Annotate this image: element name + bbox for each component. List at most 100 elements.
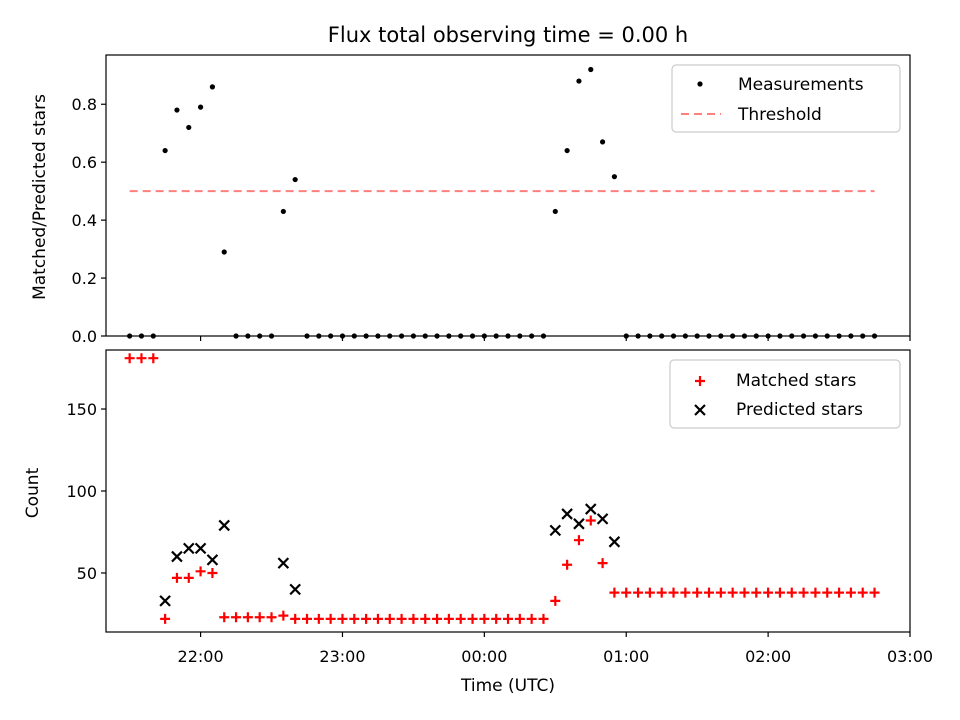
measurement-point (706, 333, 712, 339)
matched-star-point (550, 595, 561, 606)
measurement-point (328, 333, 334, 339)
top-y-tick-label: 0.4 (72, 211, 97, 230)
matched-star-point (479, 613, 490, 624)
matched-star-point (739, 587, 750, 598)
bottom-y-tick-label: 150 (66, 400, 97, 419)
matched-star-point (633, 587, 644, 598)
measurement-point (127, 333, 133, 339)
matched-star-point (443, 613, 454, 624)
matched-star-point (420, 613, 431, 624)
measurement-point (197, 104, 204, 110)
measurement-point (398, 333, 405, 339)
measurement-point (292, 176, 298, 183)
matched-star-point (798, 587, 809, 598)
matched-star-point (715, 587, 726, 598)
measurement-point (422, 333, 428, 339)
matched-star-point (845, 587, 856, 598)
measurement-point (186, 124, 192, 131)
matched-star-point (786, 587, 797, 598)
matched-star-point (514, 613, 525, 624)
matched-star-point (467, 613, 478, 624)
legend-predicted-marker (694, 404, 706, 416)
matched-star-point (656, 587, 667, 598)
count-plot: 50 100 150 22:00 23:00 00:00 01:00 02:00 03:00 Ma… (66, 349, 933, 666)
matched-star-point (526, 613, 537, 624)
measurement-point (753, 333, 759, 339)
predicted-star-point (584, 503, 597, 515)
measurement-point (789, 333, 795, 339)
matched-star-point (432, 613, 443, 624)
measurement-point (162, 147, 168, 154)
ratio-plot: 0.0 0.2 0.4 0.6 0.8 Measurements Threshold (72, 54, 911, 346)
measurement-point (257, 333, 263, 339)
legend-measurements-marker (697, 81, 703, 87)
measurement-point (765, 333, 771, 339)
measurement-point (588, 66, 594, 73)
measurement-point (836, 333, 842, 339)
measurement-point (635, 333, 641, 339)
measurement-point (529, 333, 535, 339)
bottom-y-tick-label: 100 (66, 482, 97, 501)
matched-star-point (290, 613, 301, 624)
predicted-star-point (171, 550, 183, 563)
matched-star-point (585, 515, 596, 526)
measurement-point (552, 208, 558, 215)
predicted-star-point (561, 508, 573, 520)
legend-predicted-label: Predicted stars (736, 400, 863, 420)
measurement-point (339, 333, 346, 339)
bottom-y-tick-label: 50 (77, 564, 97, 583)
matched-star-point (242, 612, 253, 623)
measurement-point (387, 333, 393, 339)
chart-title: Flux total observing time = 0.00 h (328, 23, 688, 47)
measurement-point (564, 147, 570, 154)
top-y-tick-label: 0.2 (72, 269, 97, 288)
matched-star-point (254, 612, 265, 623)
matched-star-point (668, 587, 679, 598)
matched-star-point (491, 613, 502, 624)
matched-star-point (834, 587, 845, 598)
top-legend: Measurements Threshold (671, 64, 901, 133)
matched-star-point (680, 587, 691, 598)
measurement-point (446, 333, 452, 339)
measurement-point (623, 333, 629, 339)
measurement-point (824, 333, 830, 339)
matched-star-point (124, 353, 135, 364)
matched-star-point (644, 587, 655, 598)
matched-star-point (396, 613, 407, 624)
top-y-tick-label: 0.8 (72, 95, 97, 114)
bottom-legend: Matched stars Predicted stars (669, 359, 901, 429)
matched-star-point (136, 353, 147, 364)
measurement-point (458, 333, 464, 339)
bottom-x-tick-label: 22:00 (178, 647, 224, 666)
measurement-point (469, 333, 476, 339)
top-y-tick-label: 0.0 (72, 327, 97, 346)
measurement-point (576, 78, 582, 84)
predicted-star-point (206, 554, 219, 566)
measurement-point (848, 333, 854, 339)
matched-star-point (183, 572, 194, 583)
measurement-point (304, 333, 310, 339)
matched-star-point (727, 587, 738, 598)
measurement-point (812, 333, 819, 339)
predicted-star-point (573, 518, 585, 530)
matched-star-point (160, 613, 171, 624)
matched-star-point (609, 587, 620, 598)
matched-star-point (869, 587, 880, 598)
matched-star-point (408, 613, 419, 624)
measurement-point (268, 333, 275, 339)
predicted-star-point (194, 542, 207, 555)
measurement-point (233, 333, 239, 339)
measurement-point (800, 333, 807, 339)
predicted-star-point (159, 595, 171, 607)
predicted-star-point (289, 583, 301, 596)
matched-star-point (372, 613, 383, 624)
measurement-point (871, 333, 878, 339)
legend-matched-marker (695, 376, 705, 386)
matched-star-point (774, 587, 785, 598)
matched-star-point (810, 587, 821, 598)
matched-star-point (763, 587, 774, 598)
matched-star-point (857, 587, 868, 598)
predicted-star-point (596, 513, 609, 525)
measurement-point (209, 84, 216, 90)
bottom-x-tick-label: 01:00 (603, 647, 649, 666)
